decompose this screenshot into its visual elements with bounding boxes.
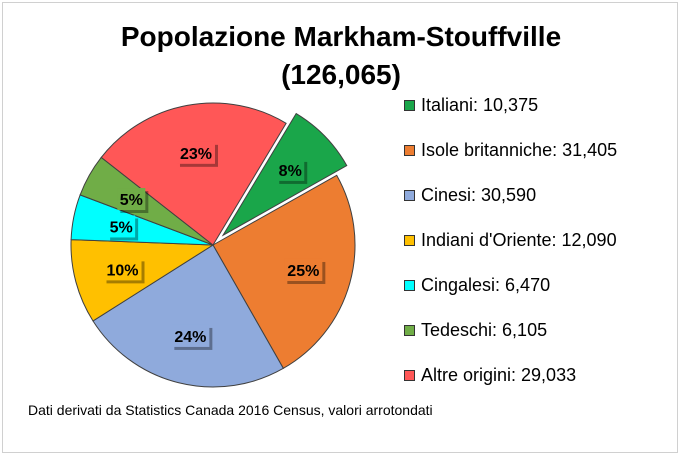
legend-label: Cingalesi: 6,470: [421, 274, 551, 295]
legend-swatch: [404, 189, 415, 201]
legend-swatch: [404, 234, 415, 246]
legend-item: Cingalesi: 6,470: [404, 274, 674, 296]
pie-percent-label: 24%: [174, 329, 206, 346]
legend-label: Altre origini: 29,033: [421, 364, 577, 385]
footnote: Dati derivati da Statistics Canada 2016 …: [28, 402, 433, 418]
pie-label-box: [117, 188, 146, 211]
legend-swatch: [404, 369, 415, 381]
pie-label-box: [284, 258, 323, 281]
legend-label: Tedeschi: 6,105: [421, 319, 548, 340]
pie-percent-label: 23%: [180, 146, 212, 163]
pie-percent-label: 25%: [287, 263, 319, 280]
pie-percent-label: 5%: [110, 219, 133, 236]
chart-title-line-2: (126,065): [281, 59, 401, 90]
legend-item: Altre origini: 29,033: [404, 364, 674, 386]
legend-item: Isole britanniche: 31,405: [404, 139, 674, 161]
legend-item: Tedeschi: 6,105: [404, 319, 674, 341]
legend-swatch: [404, 99, 415, 111]
pie-label-box: [107, 215, 136, 238]
legend-label: Italiani: 10,375: [421, 94, 539, 115]
chart-title-line-1: Popolazione Markham-Stouffville: [120, 21, 562, 52]
chart-title: Popolazione Markham-Stouffville (126,065…: [0, 18, 682, 94]
pie-percent-label: 10%: [106, 262, 138, 279]
legend-item: Indiani d'Oriente: 12,090: [404, 229, 674, 251]
legend: Italiani: 10,375 Isole britanniche: 31,40…: [404, 94, 674, 409]
pie-label-box: [103, 258, 142, 281]
pie-label-box: [276, 158, 305, 181]
legend-swatch: [404, 279, 415, 291]
pie-slices: [70, 102, 356, 388]
pie-slice: [212, 174, 356, 370]
pie-labels: 8% 25% 24% 10% 5% 5% 23%: [103, 141, 326, 350]
legend-item: Italiani: 10,375: [404, 94, 674, 116]
legend-item: Cinesi: 30,590: [404, 184, 674, 206]
pie-label-box: [171, 324, 210, 347]
pie-percent-label: 8%: [279, 163, 302, 180]
legend-label: Isole britanniche: 31,405: [421, 139, 618, 160]
legend-swatch: [404, 324, 415, 336]
legend-swatch: [404, 144, 415, 156]
legend-label: Indiani d'Oriente: 12,090: [421, 229, 617, 250]
pie-slice: [92, 244, 285, 388]
legend-label: Cinesi: 30,590: [421, 184, 537, 205]
pie-label-box: [176, 141, 215, 164]
pie-percent-label: 5%: [120, 192, 143, 209]
pie-slice: [100, 102, 287, 246]
